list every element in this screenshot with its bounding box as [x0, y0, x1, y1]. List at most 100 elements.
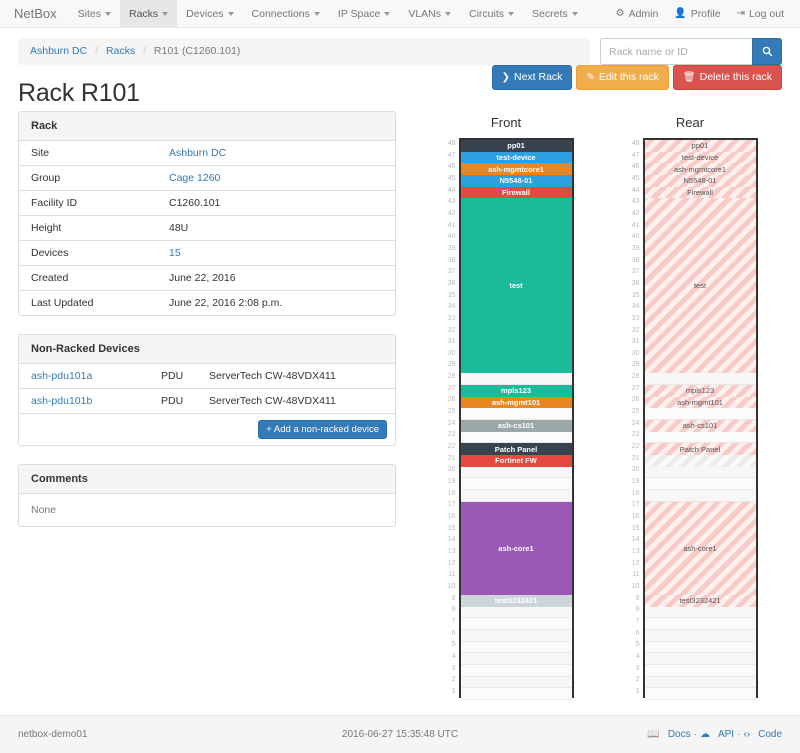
front-device-test3232421[interactable]: test3232421 — [460, 595, 572, 607]
rear-empty-unit[interactable] — [644, 431, 756, 444]
rear-device-test3232421[interactable]: test3232421 — [644, 595, 756, 607]
front-empty-unit[interactable] — [460, 466, 572, 479]
breadcrumb-racks[interactable]: Racks — [105, 45, 136, 57]
front-empty-unit[interactable] — [460, 676, 572, 689]
device-name-cell[interactable]: ash-pdu101a — [19, 364, 149, 389]
rear-empty-unit[interactable] — [644, 688, 756, 700]
rear-device-fortinet-fw[interactable]: Fortinet FW — [644, 455, 756, 467]
front-unit-number: 5 — [451, 641, 456, 649]
next-rack-button[interactable]: ❯ Next Rack — [491, 65, 573, 90]
rear-device-pp01[interactable]: pp01 — [644, 140, 756, 152]
front-device-pp01[interactable]: pp01 — [460, 140, 572, 152]
rear-device-ash-core1[interactable]: ash-core1 — [644, 501, 756, 595]
rack-info-link[interactable]: Ashburn DC — [169, 147, 227, 159]
front-device-n5548-01[interactable]: N5548-01 — [460, 175, 572, 187]
search-input[interactable] — [600, 38, 752, 65]
rack-info-link[interactable]: Cage 1260 — [169, 172, 221, 184]
rack-info-value[interactable]: 15 — [157, 240, 395, 266]
nav-item-sites[interactable]: Sites — [69, 0, 120, 27]
breadcrumb-site[interactable]: Ashburn DC — [30, 45, 88, 57]
front-unit-numbers: 48 47 46 45 44 43 42 41 40 39 38 37 36 35 34 33 32 31 30 29… — [439, 138, 459, 698]
rear-empty-unit[interactable] — [644, 490, 756, 502]
device-link[interactable]: ash-pdu101b — [31, 395, 93, 407]
front-empty-unit[interactable] — [460, 408, 572, 420]
rear-device-patch-panel[interactable]: Patch Panel — [644, 443, 756, 455]
rack-info-value[interactable]: Ashburn DC — [157, 141, 395, 166]
nav-item-connections[interactable]: Connections — [243, 0, 329, 27]
rear-unit-number: 14 — [631, 536, 640, 544]
nav-log-out[interactable]: ⇥ Log out — [729, 0, 792, 27]
footer-link-docs[interactable]: Docs — [667, 729, 691, 740]
rear-empty-unit[interactable] — [644, 618, 756, 630]
nav-admin[interactable]: ⚙ Admin — [608, 0, 667, 27]
rear-empty-unit[interactable] — [644, 408, 756, 420]
rear-empty-unit[interactable] — [644, 630, 756, 642]
device-label: N5548-01 — [499, 176, 533, 186]
nav-item-secrets[interactable]: Secrets — [523, 0, 587, 27]
device-label: N5548-01 — [683, 176, 717, 186]
rear-empty-unit[interactable] — [644, 478, 756, 490]
device-name-cell[interactable]: ash-pdu101b — [19, 388, 149, 413]
rear-device-mpls123[interactable]: mpls123 — [644, 385, 756, 397]
rear-device-test[interactable]: test — [644, 198, 756, 374]
front-device-ash-cs101[interactable]: ash-cs101 — [460, 420, 572, 432]
rear-device-firewall[interactable]: Firewall — [644, 186, 756, 199]
front-empty-unit[interactable] — [460, 373, 572, 385]
rear-unit-number: 41 — [631, 221, 640, 229]
comments-panel: Comments None — [18, 464, 396, 527]
front-empty-unit[interactable] — [460, 618, 572, 630]
front-device-ash-core1[interactable]: ash-core1 — [460, 501, 572, 595]
edit-this-rack-button[interactable]: ✎ Edit this rack — [576, 65, 669, 90]
rear-device-test-device[interactable]: test-device — [644, 151, 756, 164]
front-empty-unit[interactable] — [460, 478, 572, 490]
nav-item-circuits[interactable]: Circuits — [460, 0, 523, 27]
rear-device-ash-mgmt101[interactable]: ash-mgmt101 — [644, 396, 756, 409]
rear-device-n5548-01[interactable]: N5548-01 — [644, 175, 756, 187]
add-non-racked-device-button[interactable]: + Add a non-racked device — [258, 420, 387, 439]
front-unit-number: 29 — [447, 361, 456, 369]
nav-item-vlans[interactable]: VLANs — [399, 0, 460, 27]
front-device-fortinet-fw[interactable]: Fortinet FW — [460, 455, 572, 467]
rear-unit-number: 26 — [631, 396, 640, 404]
rear-empty-unit[interactable] — [644, 665, 756, 677]
front-empty-unit[interactable] — [460, 431, 572, 444]
front-empty-unit[interactable] — [460, 641, 572, 654]
brand-logo[interactable]: NetBox — [14, 6, 57, 21]
device-link[interactable]: ash-pdu101a — [31, 370, 93, 382]
rear-device-ash-cs101[interactable]: ash-cs101 — [644, 420, 756, 432]
front-unit-number: 25 — [447, 408, 456, 416]
device-label: Fortinet FW — [680, 456, 719, 465]
front-device-ash-mgmtcore1[interactable]: ash-mgmtcore1 — [460, 163, 572, 175]
rear-empty-unit[interactable] — [644, 606, 756, 619]
rack-info-value[interactable]: Cage 1260 — [157, 165, 395, 191]
front-device-test-device[interactable]: test-device — [460, 151, 572, 164]
rear-empty-unit[interactable] — [644, 676, 756, 689]
rear-empty-unit[interactable] — [644, 653, 756, 665]
device-label: ash-core1 — [498, 543, 534, 553]
front-empty-unit[interactable] — [460, 665, 572, 677]
front-empty-unit[interactable] — [460, 606, 572, 619]
rear-empty-unit[interactable] — [644, 641, 756, 654]
nav-item-devices[interactable]: Devices — [177, 0, 242, 27]
front-device-patch-panel[interactable]: Patch Panel — [460, 443, 572, 455]
chevron-down-icon — [313, 11, 320, 16]
footer-link-code[interactable]: Code — [758, 729, 783, 740]
nav-item-racks[interactable]: Racks — [119, 0, 178, 27]
nav-item-ip-space[interactable]: IP Space — [329, 0, 399, 27]
front-device-mpls123[interactable]: mpls123 — [460, 385, 572, 397]
front-empty-unit[interactable] — [460, 490, 572, 502]
front-device-ash-mgmt101[interactable]: ash-mgmt101 — [460, 396, 572, 409]
rack-info-link[interactable]: 15 — [169, 247, 181, 259]
nav-profile[interactable]: 👤 Profile — [666, 0, 728, 27]
rear-device-ash-mgmtcore1[interactable]: ash-mgmtcore1 — [644, 163, 756, 175]
search-icon[interactable] — [752, 38, 782, 65]
front-empty-unit[interactable] — [460, 653, 572, 665]
front-device-test[interactable]: test — [460, 198, 572, 374]
rear-empty-unit[interactable] — [644, 466, 756, 479]
rear-empty-unit[interactable] — [644, 373, 756, 385]
front-empty-unit[interactable] — [460, 688, 572, 700]
footer-link-api[interactable]: API — [717, 729, 735, 740]
delete-this-rack-button[interactable]: 🗑 Delete this rack — [672, 65, 782, 90]
front-device-firewall[interactable]: Firewall — [460, 186, 572, 199]
front-empty-unit[interactable] — [460, 630, 572, 642]
